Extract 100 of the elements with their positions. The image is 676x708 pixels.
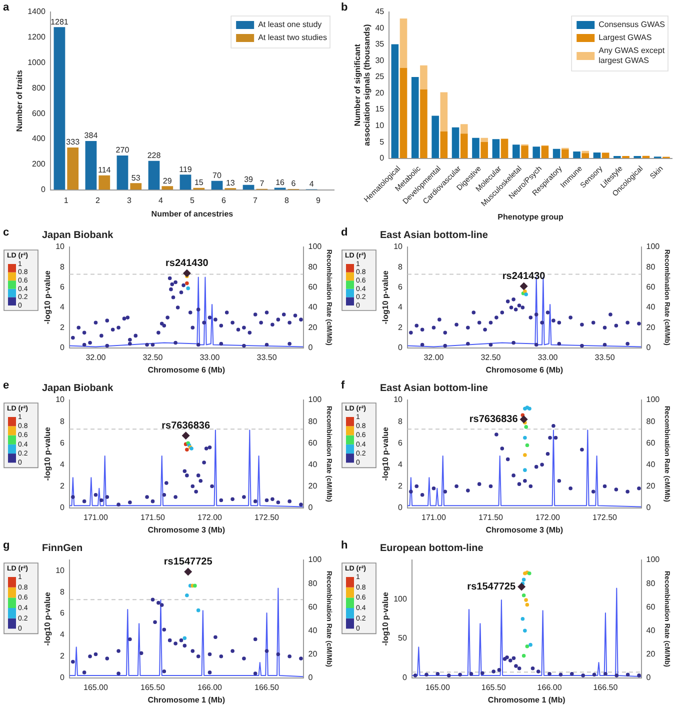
y2-tick-label: 40 xyxy=(646,460,656,469)
y2-tick-label: 80 xyxy=(308,578,318,588)
y-tick-label: 4 xyxy=(60,630,66,640)
y2-tick-label: 0 xyxy=(308,343,314,352)
legend-label: Largest GWAS xyxy=(598,33,652,42)
x-tick-label: 172.00 xyxy=(198,512,223,522)
y-axis-title: -log10 p-value xyxy=(381,591,390,646)
y-tick-label: 0 xyxy=(60,673,66,682)
y-tick-label: 4 xyxy=(398,460,404,469)
y-tick-label: 45 xyxy=(375,7,385,16)
y2-tick-label: 0 xyxy=(646,343,652,352)
chart-title: Japan Biobank xyxy=(42,382,114,394)
y-tick-label: 1400 xyxy=(28,7,46,16)
y-tick-label: 0 xyxy=(402,673,408,682)
data-label: 270 xyxy=(116,146,130,155)
y2-tick-label: 80 xyxy=(646,416,656,426)
x-axis-title: Chromosome 3 (Mb) xyxy=(486,525,564,534)
y-axis-title: Number of significant association signals (thousands) xyxy=(353,24,372,146)
legend-label: At least two studies xyxy=(258,33,327,42)
data-label: 16 xyxy=(276,178,286,187)
x-axis-title: Chromosome 3 (Mb) xyxy=(148,525,226,534)
legend-label: Any GWAS except largest GWAS xyxy=(598,46,666,66)
y-tick-label: 8 xyxy=(398,416,404,426)
x-tick-label: 33.50 xyxy=(256,352,278,362)
y-tick-label: 2 xyxy=(60,481,66,490)
x-tick-label: 166.00 xyxy=(537,682,562,692)
data-label: 1281 xyxy=(50,17,69,26)
y-tick-label: 10 xyxy=(394,395,404,404)
y-tick-label: 6 xyxy=(398,438,404,448)
y-axis-title: Number of traits xyxy=(15,69,24,132)
y2-tick-label: 0 xyxy=(646,503,652,512)
y2-tick-label: 100 xyxy=(308,395,322,404)
y-tick-label: 6 xyxy=(60,608,66,618)
y2-tick-label: 20 xyxy=(308,322,318,332)
y-tick-label: 0 xyxy=(60,343,66,352)
y-tick-label: 6 xyxy=(60,438,66,448)
y2-tick-label: 60 xyxy=(646,282,656,292)
y2-tick-label: 0 xyxy=(308,673,314,682)
y2-tick-label: 60 xyxy=(308,438,318,448)
chart-title: Japan Biobank xyxy=(42,230,114,241)
x-tick-label: 5 xyxy=(190,196,195,205)
y2-tick-label: 100 xyxy=(308,555,322,564)
x-tick-label: 3 xyxy=(126,196,132,205)
y-tick-label: 0 xyxy=(380,154,385,163)
data-label: 384 xyxy=(84,131,98,140)
y-tick-label: 2 xyxy=(398,481,404,490)
y2-tick-label: 80 xyxy=(308,416,318,426)
y2-tick-label: 20 xyxy=(646,322,656,332)
y-tick-label: 10 xyxy=(56,242,66,252)
y-tick-label: 8 xyxy=(398,262,404,272)
y-tick-label: 0 xyxy=(60,503,66,512)
chart-title: East Asian bottom-line xyxy=(380,382,488,394)
y-tick-label: 15 xyxy=(375,104,385,114)
x-tick-label: 1 xyxy=(64,196,69,205)
y-tick-label: 6 xyxy=(60,282,66,292)
data-label: 13 xyxy=(226,178,236,188)
x-axis-title: Chromosome 1 (Mb) xyxy=(148,695,226,704)
y-axis-title: -log10 p-value xyxy=(381,270,390,324)
x-tick-label: 165.00 xyxy=(425,682,450,692)
text: c xyxy=(3,226,10,239)
y-tick-label: 20 xyxy=(375,88,385,98)
y-tick-label: 8 xyxy=(60,587,66,596)
y-tick-label: 30 xyxy=(375,56,385,65)
chart-title: European bottom-line xyxy=(380,542,484,554)
x-tick-label: 171.00 xyxy=(421,512,447,522)
x-axis-title: Chromosome 6 (Mb) xyxy=(486,365,564,374)
x-tick-label: 171.00 xyxy=(83,512,109,522)
data-label: 29 xyxy=(162,176,172,186)
y-tick-label: 8 xyxy=(60,262,66,272)
x-tick-label: 32.00 xyxy=(86,352,106,362)
y2-tick-label: 40 xyxy=(308,460,318,469)
text: g xyxy=(3,540,10,552)
text: h xyxy=(341,540,348,552)
text: e xyxy=(3,380,10,392)
text: a xyxy=(3,2,10,14)
y-tick-label: 0 xyxy=(398,343,404,352)
y-tick-label: 10 xyxy=(375,120,385,130)
annotation: rs7636836 xyxy=(469,414,518,426)
y2-tick-label: 100 xyxy=(308,242,322,252)
y-tick-label: 4 xyxy=(398,302,404,312)
y-tick-label: 35 xyxy=(375,40,385,49)
y2-tick-label: 20 xyxy=(308,481,318,490)
x-tick-label: 33.00 xyxy=(200,352,220,362)
y-tick-label: 4 xyxy=(60,460,66,469)
x-tick-label: 32.50 xyxy=(480,352,502,362)
y-axis-title: -log10 p-value xyxy=(43,426,52,481)
text: f xyxy=(341,380,345,392)
y-tick-label: 1200 xyxy=(28,32,46,42)
y2-tick-label: 20 xyxy=(308,649,318,658)
y2-tick-label: 60 xyxy=(308,282,318,292)
x-tick-label: 166.50 xyxy=(254,682,280,692)
y-tick-label: 8 xyxy=(60,416,66,426)
x-tick-label: 4 xyxy=(158,196,164,205)
x-axis-title: Phenotype group xyxy=(498,212,564,222)
y2-tick-label: 40 xyxy=(646,302,656,312)
data-label: 333 xyxy=(66,138,80,147)
y-tick-label: 400 xyxy=(32,134,46,144)
y2-tick-label: 80 xyxy=(308,262,318,272)
x-tick-label: 171.50 xyxy=(140,512,166,522)
y-tick-label: 40 xyxy=(375,23,385,32)
